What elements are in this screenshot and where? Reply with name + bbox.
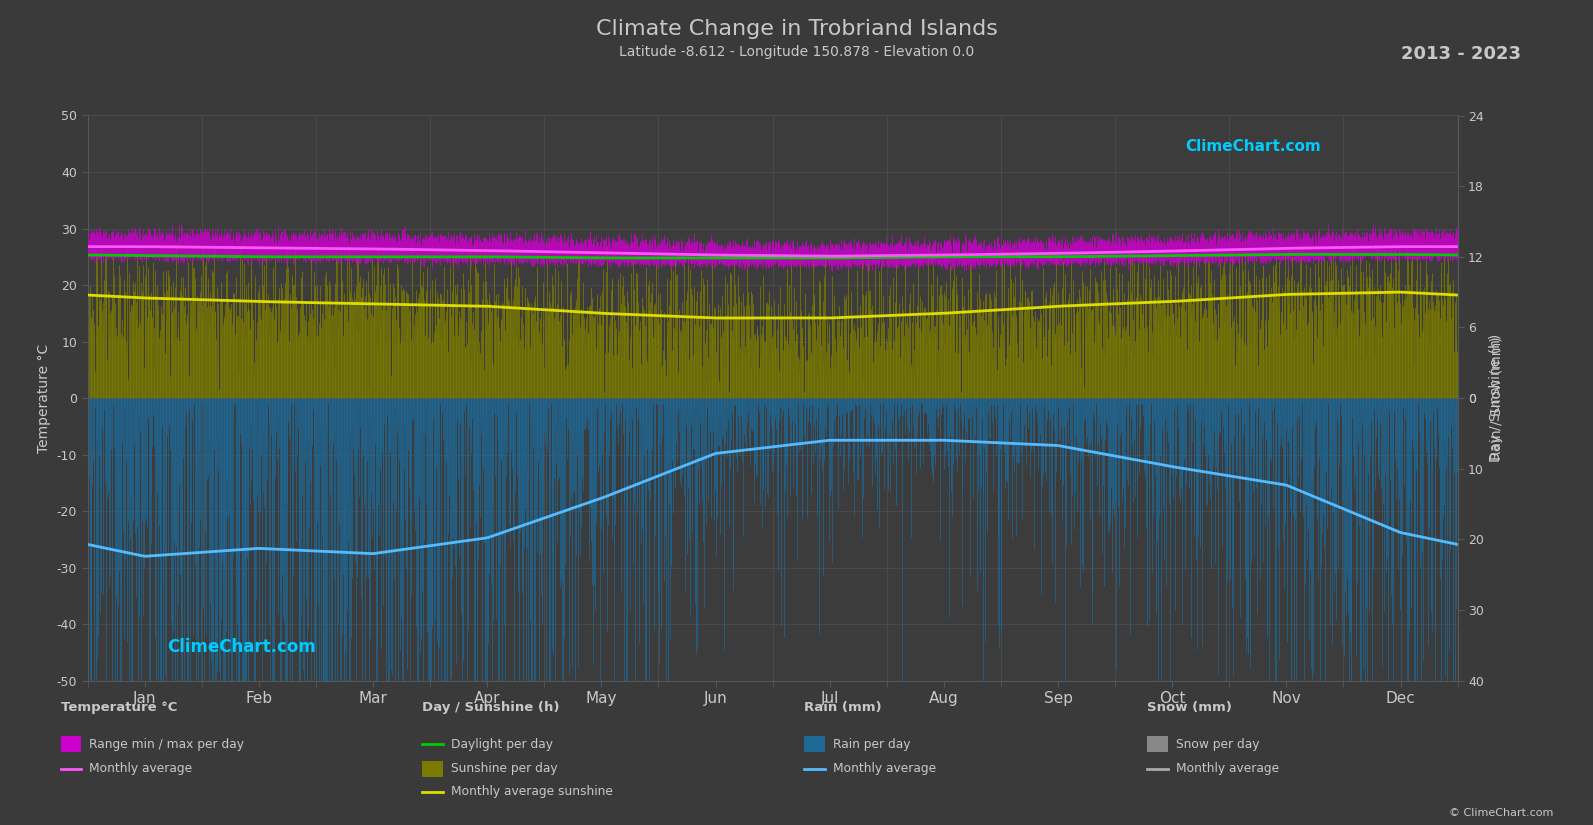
Text: ClimeChart.com: ClimeChart.com bbox=[1185, 139, 1321, 154]
Text: 2013 - 2023: 2013 - 2023 bbox=[1402, 45, 1521, 63]
Text: Snow (mm): Snow (mm) bbox=[1147, 700, 1231, 714]
Text: Monthly average sunshine: Monthly average sunshine bbox=[451, 785, 613, 799]
Text: Rain per day: Rain per day bbox=[833, 738, 911, 751]
Text: Day / Sunshine (h): Day / Sunshine (h) bbox=[422, 700, 559, 714]
Text: Monthly average: Monthly average bbox=[1176, 762, 1279, 776]
Text: Temperature °C: Temperature °C bbox=[61, 700, 177, 714]
Text: Daylight per day: Daylight per day bbox=[451, 738, 553, 751]
Text: Climate Change in Trobriand Islands: Climate Change in Trobriand Islands bbox=[596, 19, 997, 39]
Text: ClimeChart.com: ClimeChart.com bbox=[167, 638, 317, 656]
Y-axis label: Temperature °C: Temperature °C bbox=[37, 343, 51, 453]
Text: Range min / max per day: Range min / max per day bbox=[89, 738, 244, 751]
Text: Monthly average: Monthly average bbox=[89, 762, 193, 776]
Text: © ClimeChart.com: © ClimeChart.com bbox=[1448, 808, 1553, 818]
Y-axis label: Day / Sunshine (h): Day / Sunshine (h) bbox=[1489, 334, 1504, 462]
Text: Latitude -8.612 - Longitude 150.878 - Elevation 0.0: Latitude -8.612 - Longitude 150.878 - El… bbox=[618, 45, 975, 59]
Text: Snow per day: Snow per day bbox=[1176, 738, 1258, 751]
Text: Rain (mm): Rain (mm) bbox=[804, 700, 883, 714]
Y-axis label: Rain / Snow (mm): Rain / Snow (mm) bbox=[1489, 337, 1504, 460]
Text: Monthly average: Monthly average bbox=[833, 762, 937, 776]
Text: Sunshine per day: Sunshine per day bbox=[451, 762, 558, 776]
